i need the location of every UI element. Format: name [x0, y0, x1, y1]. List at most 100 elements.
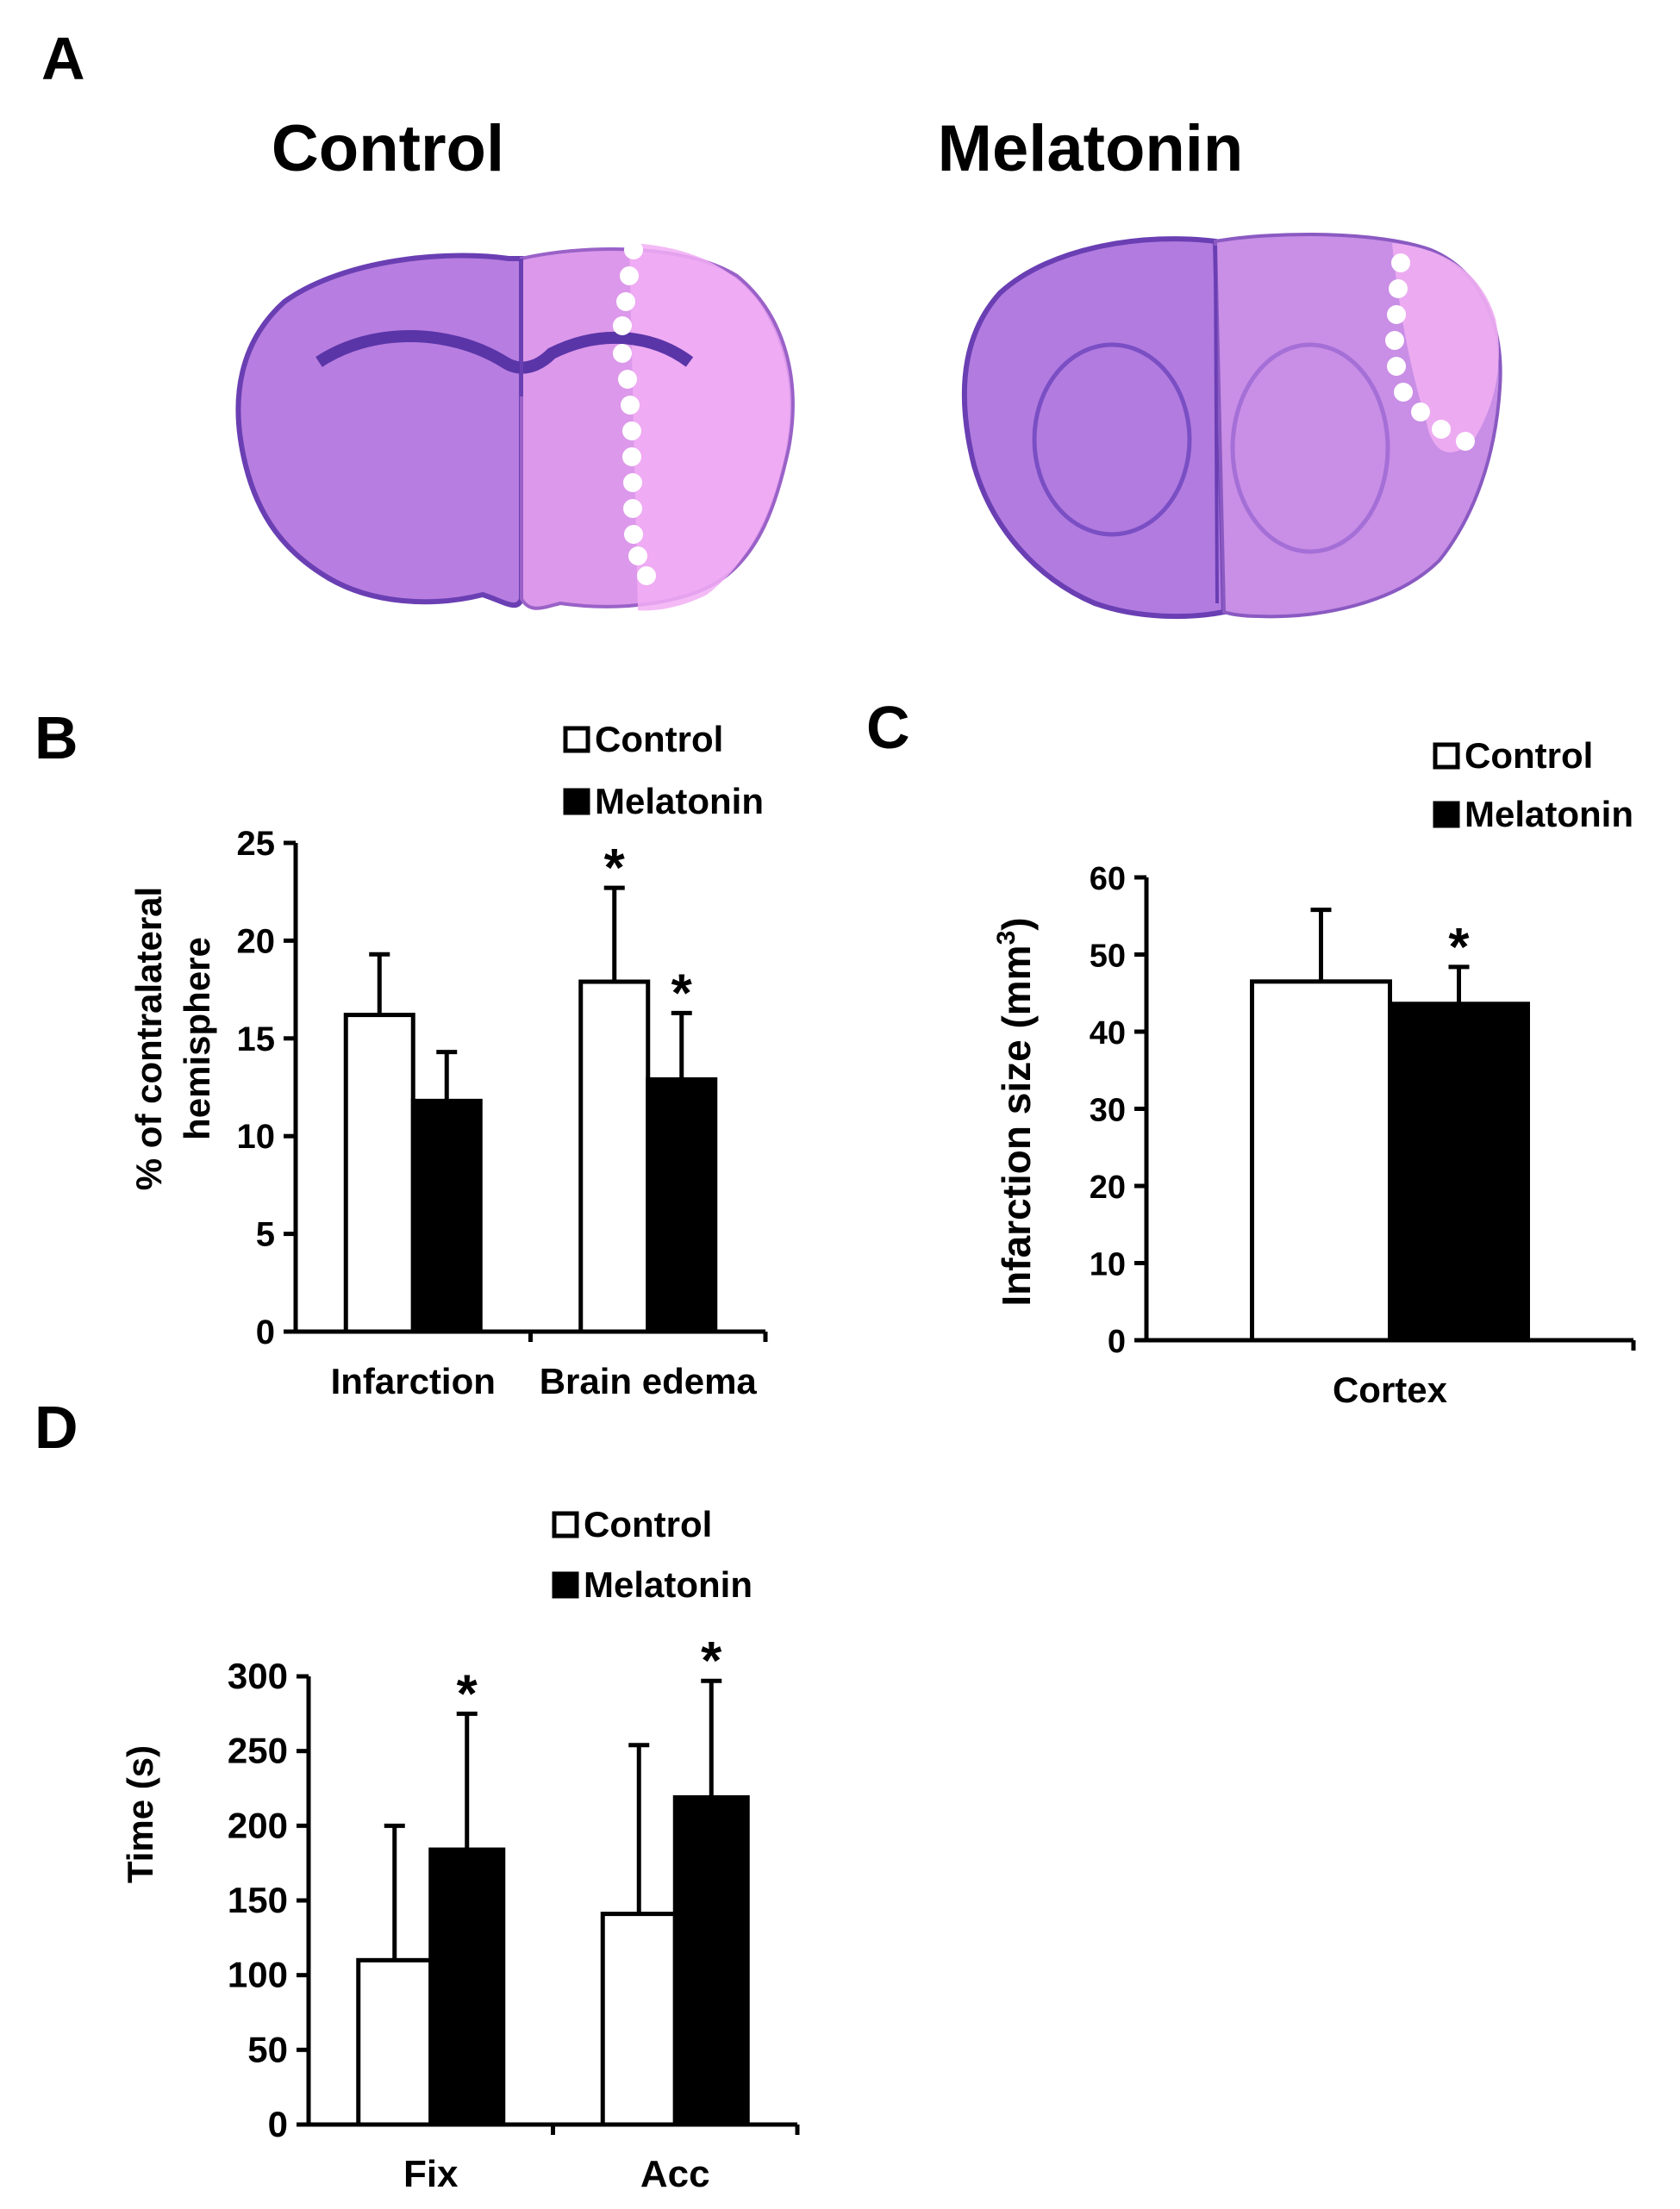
y-tick-label: 0	[268, 2104, 288, 2144]
border-dot	[621, 396, 640, 415]
border-dot	[616, 292, 635, 311]
melatonin-infarct-region	[1392, 243, 1499, 452]
bar-melatonin-infarction	[410, 1098, 483, 1334]
border-dot	[622, 421, 641, 440]
border-dot	[624, 525, 643, 544]
y-tick-label: 20	[237, 922, 276, 960]
panel-c: C Control Melatonin Infarction size (mm3…	[866, 694, 1636, 1410]
bar-melatonin-brain-edema	[646, 1076, 718, 1334]
border-dot	[613, 344, 632, 363]
border-dot	[1411, 402, 1430, 421]
x-category-label: Brain edema	[540, 1361, 758, 1401]
legend-control-label: Control	[595, 719, 723, 759]
y-axis-label-d: Time (s)	[120, 1745, 160, 1883]
border-dot	[637, 566, 656, 585]
border-dot	[1387, 357, 1406, 376]
bar-control-fix	[356, 1957, 434, 2127]
panel-a: A Control Melatonin	[41, 25, 1502, 620]
bar-control-cortex	[1250, 979, 1392, 1343]
control-brain-left-hemisphere	[235, 253, 524, 608]
significance-marker: *	[457, 1664, 478, 1724]
y-axis-label-text: Infarction size (mm	[994, 945, 1039, 1306]
y-tick-label: 5	[256, 1216, 275, 1254]
y-tick-label: 50	[1090, 939, 1126, 975]
significance-marker: *	[1448, 918, 1470, 977]
legend-melatonin-swatch	[563, 788, 590, 815]
border-dot	[618, 370, 637, 389]
panel-d-letter: D	[34, 1394, 78, 1461]
legend-melatonin-label: Melatonin	[584, 1564, 753, 1605]
border-dot	[620, 266, 639, 285]
melatonin-brain-left-hemisphere	[961, 236, 1227, 620]
legend-melatonin-swatch	[1433, 801, 1460, 828]
y-tick-label: 100	[228, 1955, 288, 1995]
x-category-label: Infarction	[331, 1361, 496, 1401]
y-tick-label: 15	[237, 1020, 276, 1058]
legend-b: Control Melatonin	[563, 719, 764, 821]
border-dot	[623, 473, 642, 492]
y-tick-label: 50	[247, 2029, 288, 2069]
y-tick-label: 60	[1090, 861, 1126, 897]
y-tick-label: 40	[1090, 1015, 1126, 1051]
y-tick-label: 150	[228, 1880, 288, 1920]
x-category-label: Cortex	[1333, 1370, 1448, 1410]
panel-b: B Control Melatonin % of contralateral h…	[34, 704, 768, 1401]
legend-control-swatch	[552, 1511, 579, 1538]
y-tick-label: 0	[1108, 1324, 1126, 1360]
x-category-label: Acc	[640, 2153, 710, 2195]
y-tick-label: 30	[1090, 1093, 1126, 1129]
bar-melatonin-fix	[428, 1847, 506, 2127]
panel-b-letter: B	[34, 704, 78, 771]
x-category-label: Fix	[403, 2153, 459, 2195]
panel-d: D Control Melatonin Time (s) 0 50 100 150 20…	[34, 1394, 800, 2195]
legend-control-swatch	[1433, 742, 1460, 770]
melatonin-striatum-right	[1230, 342, 1390, 554]
legend-melatonin-swatch	[552, 1571, 579, 1599]
chart-c: 0 10 20 30 40 50 60 * Cortex	[1090, 861, 1636, 1410]
border-dot	[1394, 383, 1413, 402]
y-tick-label: 10	[1090, 1247, 1126, 1283]
melatonin-midline	[1214, 245, 1219, 604]
border-dot	[1387, 305, 1406, 324]
control-infarct-region	[629, 243, 790, 611]
y-tick-label: 200	[228, 1805, 288, 1845]
y-tick-label: 20	[1090, 1170, 1126, 1206]
border-dot	[613, 316, 632, 335]
y-tick-label: 10	[237, 1118, 276, 1156]
y-axis-label-line-2: hemisphere	[177, 937, 217, 1140]
significance-marker: *	[671, 964, 693, 1023]
border-dot	[1391, 253, 1410, 272]
melatonin-brain-section	[961, 232, 1502, 620]
melatonin-image-title: Melatonin	[938, 112, 1244, 185]
panel-c-letter: C	[866, 694, 910, 761]
control-infarct-border-dots	[613, 240, 656, 585]
border-dot	[628, 546, 647, 565]
bar-melatonin-acc	[672, 1794, 750, 2127]
legend-melatonin-label: Melatonin	[595, 781, 764, 821]
y-tick-label: 300	[228, 1656, 288, 1696]
bar-control-acc	[600, 1912, 678, 2127]
panel-a-letter: A	[41, 25, 85, 92]
y-tick-label: 25	[237, 825, 276, 863]
legend-control-swatch	[563, 726, 590, 753]
border-dot	[1456, 432, 1475, 451]
significance-marker: *	[604, 839, 626, 898]
bar-melatonin-cortex	[1388, 1002, 1530, 1343]
melatonin-infarct-border-dots	[1385, 253, 1475, 451]
significance-marker: *	[701, 1632, 722, 1691]
legend-c: Control Melatonin	[1433, 735, 1633, 834]
melatonin-striatum	[1032, 342, 1192, 537]
y-axis-label-superscript: 3	[992, 931, 1021, 945]
bar-control-brain-edema	[578, 979, 651, 1334]
y-axis-label-line-1: % of contralateral	[128, 887, 169, 1190]
legend-melatonin-label: Melatonin	[1465, 794, 1633, 834]
border-dot	[622, 447, 641, 466]
y-axis-label-b: % of contralateral hemisphere	[128, 887, 217, 1190]
chart-b: 0 5 10 15 20 25 Infarction * * Brain edema	[237, 825, 768, 1401]
y-tick-label: 250	[228, 1731, 288, 1771]
border-dot	[1432, 420, 1451, 439]
legend-d: Control Melatonin	[552, 1504, 753, 1605]
y-tick-label: 0	[256, 1314, 275, 1351]
control-brain-section	[235, 240, 795, 611]
